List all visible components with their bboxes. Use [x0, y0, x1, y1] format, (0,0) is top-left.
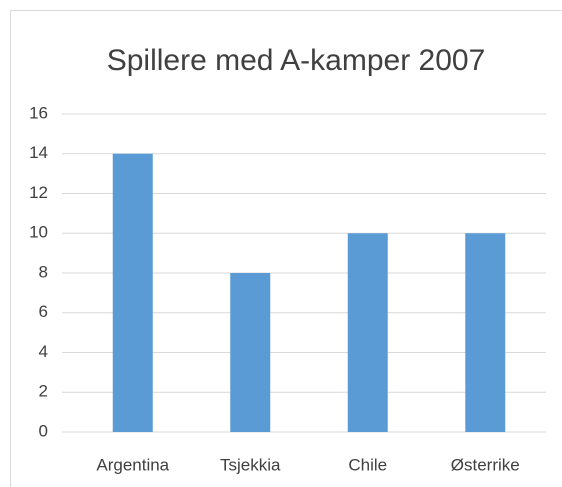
y-tick-label: 14	[29, 143, 48, 162]
bar	[230, 273, 271, 432]
y-tick-label: 12	[29, 183, 48, 202]
bar	[347, 233, 388, 432]
chart-title: Spillere med A-kamper 2007	[107, 44, 486, 77]
x-tick-label: Østerrike	[451, 455, 520, 474]
y-tick-label: 4	[39, 342, 48, 361]
y-tick-label: 0	[39, 421, 48, 440]
y-tick-label: 16	[29, 103, 48, 122]
bar	[465, 233, 506, 432]
y-tick-label: 2	[39, 382, 48, 401]
y-tick-label: 10	[29, 223, 48, 242]
y-tick-label: 8	[39, 262, 48, 281]
y-tick-label: 6	[39, 302, 48, 321]
bar	[112, 153, 153, 432]
x-tick-label: Tsjekkia	[220, 455, 281, 474]
x-tick-label: Argentina	[96, 455, 169, 474]
x-tick-label: Chile	[348, 455, 387, 474]
